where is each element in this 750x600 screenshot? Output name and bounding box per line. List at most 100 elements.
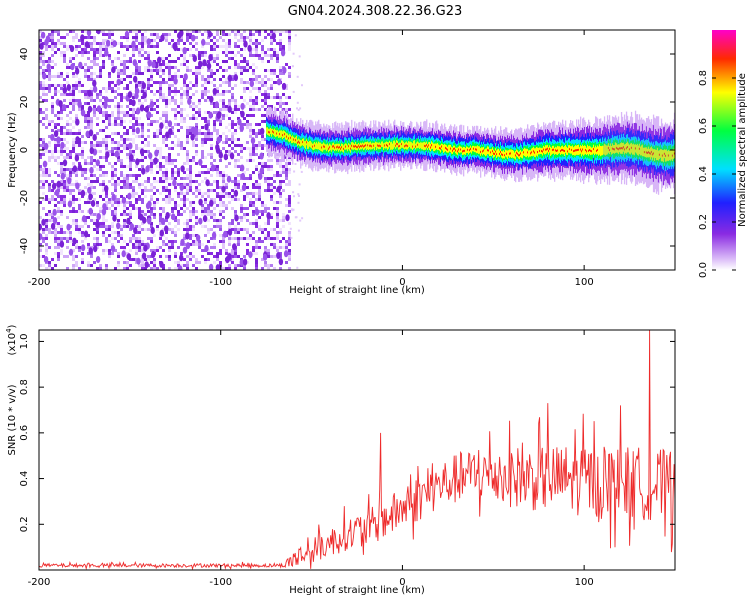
heatmap-cell <box>96 240 99 243</box>
heatmap-blob <box>179 183 184 191</box>
heatmap-cell <box>180 63 183 66</box>
heatmap-cell <box>192 228 195 231</box>
heatmap-cell <box>57 150 60 153</box>
heatmap-cell <box>198 192 201 195</box>
heatmap-cell <box>204 141 207 144</box>
heatmap-cell <box>168 189 171 192</box>
heatmap-cell <box>102 144 105 147</box>
heatmap-cell <box>243 237 246 240</box>
heatmap-cell <box>135 48 138 51</box>
heatmap-cell <box>183 60 186 63</box>
heatmap-cell <box>162 228 165 231</box>
heatmap-cell <box>270 243 273 246</box>
heatmap-cell <box>45 171 48 174</box>
heatmap-cell <box>99 243 102 246</box>
heatmap-cell <box>276 57 279 60</box>
heatmap-cell <box>198 171 201 174</box>
heatmap-blob <box>185 232 190 240</box>
heatmap-cell <box>84 63 87 66</box>
heatmap-cell <box>126 165 129 168</box>
heatmap-cell <box>111 138 114 141</box>
heatmap-cell <box>84 30 87 33</box>
heatmap-cell <box>84 120 87 123</box>
heatmap-cell <box>60 228 63 231</box>
heatmap-cell <box>288 201 291 204</box>
heatmap-cell <box>180 144 183 147</box>
heatmap-cell <box>147 135 150 138</box>
heatmap-cell <box>168 75 171 78</box>
heatmap-cell <box>192 144 195 147</box>
heatmap-cell <box>186 39 189 42</box>
heatmap-cell <box>102 222 105 225</box>
heatmap-cell <box>60 225 63 228</box>
heatmap-blob <box>240 164 245 172</box>
heatmap-cell <box>90 120 93 123</box>
heatmap-cell <box>54 156 57 159</box>
heatmap-cell <box>258 54 261 57</box>
heatmap-cell <box>258 129 261 132</box>
heatmap-cell <box>126 87 129 90</box>
heatmap-cell <box>186 126 189 129</box>
heatmap-cell <box>204 171 207 174</box>
heatmap-cell <box>186 267 189 270</box>
heatmap-cell <box>99 72 102 75</box>
heatmap-cell <box>234 99 237 102</box>
heatmap-cell <box>126 114 129 117</box>
heatmap-cell <box>45 228 48 231</box>
heatmap-cell <box>144 186 147 189</box>
heatmap-cell <box>249 66 252 69</box>
heatmap-cell <box>99 66 102 69</box>
heatmap-blob <box>42 72 47 80</box>
heatmap-cell <box>201 63 204 66</box>
heatmap-cell <box>288 30 291 33</box>
heatmap-blob <box>182 47 187 55</box>
trace-cell <box>280 130 282 138</box>
heatmap-cell <box>123 144 126 147</box>
heatmap-cell <box>42 138 45 141</box>
trace-cell <box>267 127 269 135</box>
heatmap-cell <box>144 228 147 231</box>
heatmap-cell <box>42 141 45 144</box>
heatmap-cell <box>201 96 204 99</box>
heatmap-cell <box>204 213 207 216</box>
heatmap-cell <box>57 225 60 228</box>
heatmap-blob <box>83 230 89 238</box>
heatmap-cell <box>75 84 78 87</box>
trace-cell <box>283 130 285 138</box>
heatmap-cell <box>141 189 144 192</box>
heatmap-cell <box>282 30 285 33</box>
heatmap-cell <box>129 60 132 63</box>
heatmap-cell <box>45 246 48 249</box>
heatmap-cell <box>237 222 240 225</box>
heatmap-cell <box>165 219 168 222</box>
heatmap-cell <box>210 69 213 72</box>
heatmap-cell <box>177 105 180 108</box>
heatmap-cell <box>210 246 213 249</box>
heatmap-cell <box>141 222 144 225</box>
heatmap-cell <box>228 84 231 87</box>
heatmap-cell <box>201 225 204 228</box>
heatmap-cell <box>135 165 138 168</box>
heatmap-cell <box>93 228 96 231</box>
heatmap-cell <box>243 123 246 126</box>
heatmap-cell <box>279 39 282 42</box>
heatmap-cell <box>222 147 225 150</box>
heatmap-cell <box>132 258 135 261</box>
heatmap-cell <box>231 141 234 144</box>
heatmap-cell <box>105 144 108 147</box>
heatmap-cell <box>90 156 93 159</box>
heatmap-cell <box>54 240 57 243</box>
heatmap-cell <box>171 228 174 231</box>
heatmap-cell <box>138 123 141 126</box>
heatmap-cell <box>144 36 147 39</box>
heatmap-cell <box>141 141 144 144</box>
heatmap-cell <box>300 170 303 173</box>
heatmap-cell <box>135 252 138 255</box>
heatmap-cell <box>87 183 90 186</box>
heatmap-cell <box>162 135 165 138</box>
heatmap-cell <box>96 93 99 96</box>
heatmap-blob <box>151 251 156 258</box>
heatmap-cell <box>72 219 75 222</box>
heatmap-cell <box>99 93 102 96</box>
heatmap-cell <box>228 192 231 195</box>
